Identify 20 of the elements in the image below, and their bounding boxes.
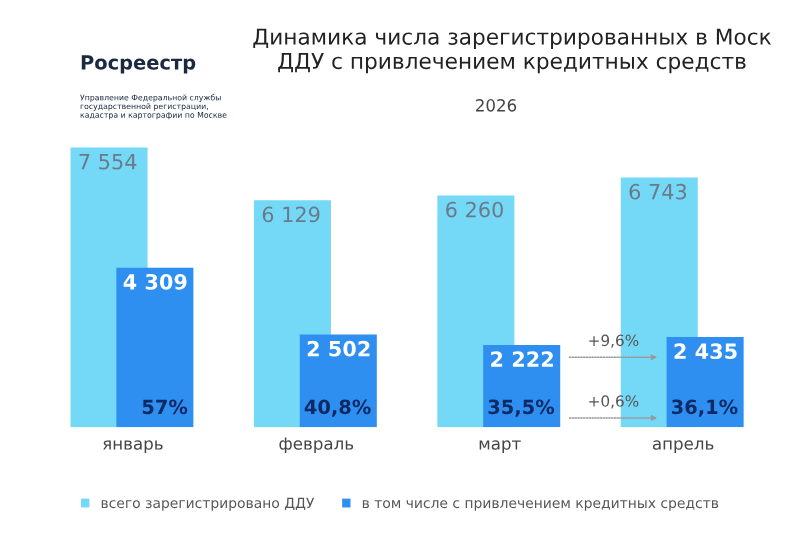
x-tick-label: март [479, 440, 521, 454]
chart-title: Динамика числа зарегистрированных в Моск ДДУ с привлечением кредитных средств [253, 28, 772, 74]
bar [116, 267, 194, 428]
data-label: 7 554 [79, 154, 137, 170]
annotation: 57% [142, 399, 188, 415]
annotation: 40,8% [304, 399, 371, 417]
x-tick-label: апрель [652, 440, 714, 454]
text: Росреестр [81, 55, 196, 74]
data-label: 2 435 [674, 343, 737, 360]
x-tick-label: февраль [279, 437, 354, 454]
data-label: 2 502 [307, 340, 370, 357]
data-label: 4 309 [123, 273, 187, 290]
data-label: 6 129 [262, 206, 320, 223]
x-tick-label: январь [103, 440, 163, 454]
chart-subtitle: 2026 [476, 99, 517, 112]
data-label: 2 222 [491, 351, 553, 367]
annotation: 35,5% [488, 399, 555, 417]
data-label: 6 260 [446, 201, 503, 218]
data-label: 6 743 [629, 183, 687, 200]
annotation: 36,1% [671, 399, 738, 417]
